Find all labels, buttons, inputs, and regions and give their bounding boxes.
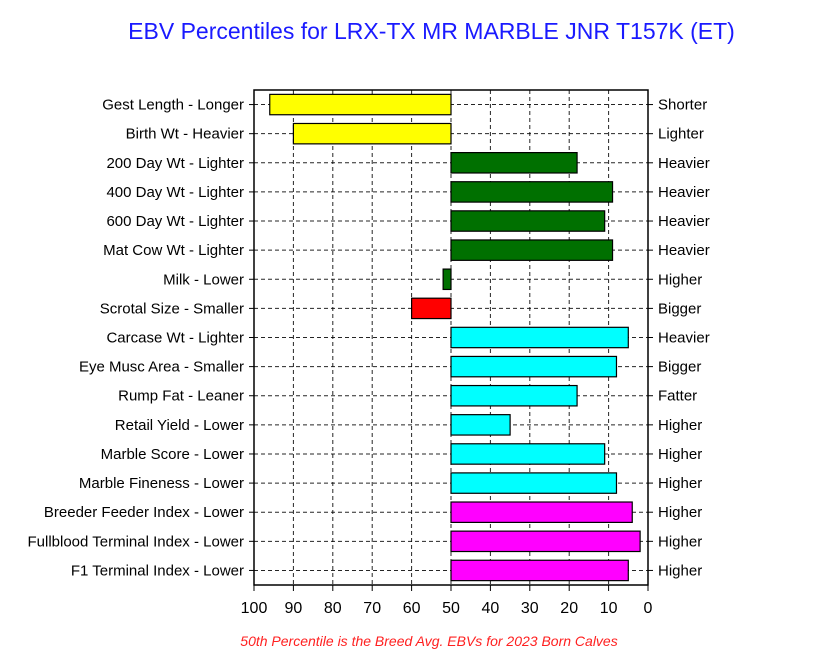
right-label: Heavier — [658, 242, 710, 259]
bar — [450, 443, 606, 465]
right-label: Higher — [658, 562, 702, 579]
bar — [442, 268, 452, 291]
right-label: Higher — [658, 533, 702, 550]
x-tick-label: 50 — [442, 600, 460, 617]
x-tick-label: 20 — [560, 600, 578, 617]
category-label: Breeder Feeder Index - Lower — [44, 504, 244, 521]
right-label: Bigger — [658, 300, 701, 317]
bar — [450, 239, 614, 261]
bar — [450, 559, 629, 582]
right-label: Higher — [658, 446, 702, 463]
category-label: Marble Fineness - Lower — [79, 475, 244, 492]
bar — [269, 93, 452, 116]
right-label: Higher — [658, 475, 702, 492]
x-tick-label: 80 — [324, 600, 342, 617]
right-label: Heavier — [658, 213, 710, 230]
category-label: Fullblood Terminal Index - Lower — [28, 533, 245, 550]
category-label: F1 Terminal Index - Lower — [71, 562, 244, 579]
category-label: Birth Wt - Heavier — [126, 126, 244, 143]
category-label: Carcase Wt - Lighter — [106, 330, 244, 347]
bar — [450, 355, 618, 378]
category-label: Rump Fat - Leaner — [118, 388, 244, 405]
bar — [450, 501, 633, 523]
x-tick-label: 30 — [521, 600, 539, 617]
x-tick-label: 10 — [600, 600, 618, 617]
x-tick-label: 60 — [403, 600, 421, 617]
category-label: Scrotal Size - Smaller — [100, 300, 244, 317]
category-label: Milk - Lower — [163, 271, 244, 288]
bar — [411, 297, 452, 320]
category-label: Eye Musc Area - Smaller — [79, 359, 244, 376]
bar — [450, 326, 629, 349]
category-label: Gest Length - Longer — [102, 97, 244, 114]
x-tick-label: 0 — [644, 600, 653, 617]
right-label: Higher — [658, 504, 702, 521]
bar — [450, 181, 614, 203]
right-label: Lighter — [658, 126, 704, 143]
bar — [450, 152, 578, 174]
bar — [450, 414, 511, 436]
bar — [450, 384, 578, 407]
bar — [450, 210, 606, 232]
bar — [450, 472, 618, 494]
right-label: Heavier — [658, 330, 710, 347]
x-tick-label: 100 — [241, 600, 268, 617]
right-label: Higher — [658, 271, 702, 288]
x-tick-label: 40 — [482, 600, 500, 617]
bar — [450, 530, 641, 553]
right-label: Heavier — [658, 184, 710, 201]
bar — [292, 122, 452, 145]
chart-title: EBV Percentiles for LRX-TX MR MARBLE JNR… — [128, 18, 735, 44]
category-label: Retail Yield - Lower — [115, 417, 244, 434]
category-label: 200 Day Wt - Lighter — [106, 155, 244, 172]
right-label: Bigger — [658, 359, 701, 376]
right-label: Higher — [658, 417, 702, 434]
category-label: Marble Score - Lower — [101, 446, 244, 463]
category-label: 400 Day Wt - Lighter — [106, 184, 244, 201]
right-label: Heavier — [658, 155, 710, 172]
x-tick-label: 90 — [285, 600, 303, 617]
right-label: Shorter — [658, 97, 707, 114]
chart-footnote: 50th Percentile is the Breed Avg. EBVs f… — [240, 633, 618, 649]
category-label: 600 Day Wt - Lighter — [106, 213, 244, 230]
right-label: Fatter — [658, 388, 697, 405]
category-label: Mat Cow Wt - Lighter — [103, 242, 244, 259]
x-tick-label: 70 — [363, 600, 381, 617]
